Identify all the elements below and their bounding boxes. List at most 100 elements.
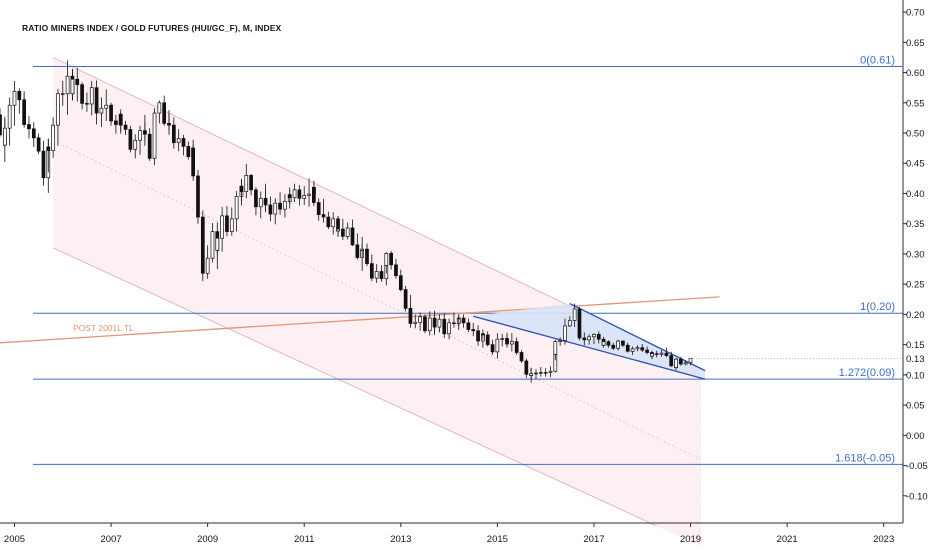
candle-body-165 bbox=[659, 352, 664, 355]
candle-body-76 bbox=[302, 194, 307, 199]
candle-body-97 bbox=[384, 252, 389, 266]
y-tick-label-6: 0.40 bbox=[906, 189, 925, 200]
y-tick-label-1: 0.65 bbox=[906, 38, 925, 49]
candle-body-141 bbox=[563, 325, 567, 341]
candle-body-91 bbox=[360, 248, 365, 251]
candle-body-0 bbox=[0, 114, 2, 136]
fib-label-1: 1(0.20) bbox=[860, 301, 895, 313]
candle-body-103 bbox=[408, 311, 413, 324]
candle-body-121 bbox=[481, 333, 485, 336]
candle-body-3 bbox=[7, 104, 12, 129]
candle-body-32 bbox=[123, 124, 128, 130]
candle-body-106 bbox=[423, 316, 427, 332]
fib-label-3: 1.618(-0.05) bbox=[835, 452, 895, 464]
candle-body-56 bbox=[220, 215, 224, 239]
candle-body-71 bbox=[283, 200, 287, 210]
candle-body-151 bbox=[601, 341, 606, 346]
candle-body-158 bbox=[630, 348, 635, 352]
x-tick-label-0: 2005 bbox=[4, 534, 25, 545]
x-tick-label-2: 2009 bbox=[197, 534, 218, 545]
candle-body-7 bbox=[22, 103, 26, 125]
candle-body-68 bbox=[268, 204, 273, 215]
candle-body-149 bbox=[596, 334, 601, 340]
candle-body-119 bbox=[476, 330, 480, 342]
candle-body-58 bbox=[229, 218, 234, 232]
x-tick-label-4: 2013 bbox=[390, 534, 411, 545]
candle-body-16 bbox=[60, 93, 65, 95]
candle-body-137 bbox=[548, 370, 553, 373]
candle-body-155 bbox=[621, 340, 625, 346]
candle-body-4 bbox=[12, 90, 17, 106]
x-tick-label-6: 2017 bbox=[583, 534, 604, 545]
regression-channel bbox=[52, 57, 701, 547]
candle-body-136 bbox=[543, 372, 548, 374]
candle-body-69 bbox=[273, 202, 278, 215]
chart-title: RATIO MINERS INDEX / GOLD FUTURES (HUI/G… bbox=[22, 23, 282, 33]
candle-body-169 bbox=[674, 358, 678, 368]
candle-body-61 bbox=[239, 185, 244, 193]
candle-body-38 bbox=[147, 133, 152, 159]
x-tick-label-8: 2021 bbox=[777, 534, 798, 545]
candle-body-51 bbox=[200, 216, 205, 274]
candle-body-35 bbox=[138, 130, 142, 141]
candle-body-44 bbox=[171, 124, 176, 144]
trendline-line bbox=[0, 296, 720, 344]
candle-body-147 bbox=[587, 336, 591, 341]
y-tick-label-9: 0.25 bbox=[906, 280, 925, 291]
candle-body-5 bbox=[17, 90, 22, 101]
candle-body-28 bbox=[109, 104, 113, 122]
candle-body-101 bbox=[403, 289, 408, 309]
post-2001-trendline: POST 2001L TL bbox=[0, 296, 720, 344]
candle-body-166 bbox=[664, 352, 669, 356]
candle-body-62 bbox=[244, 174, 249, 193]
candle-body-20 bbox=[75, 78, 80, 85]
y-tick-label-3: 0.55 bbox=[906, 98, 925, 109]
candle-body-74 bbox=[292, 189, 297, 199]
candle-body-21 bbox=[80, 84, 84, 104]
candle-body-19 bbox=[70, 78, 75, 95]
last-value-label: 0.13 bbox=[906, 354, 925, 365]
x-tick-label-7: 2019 bbox=[680, 534, 701, 545]
candle-body-127 bbox=[505, 338, 509, 345]
candle-body-94 bbox=[374, 271, 379, 279]
candle-body-160 bbox=[640, 347, 645, 351]
candle-body-2 bbox=[2, 127, 7, 146]
y-tick-label-11: 0.15 bbox=[906, 340, 925, 351]
y-tick-label-2: 0.60 bbox=[906, 68, 925, 79]
candle-body-41 bbox=[162, 102, 167, 124]
candle-body-46 bbox=[181, 138, 186, 147]
candle-body-157 bbox=[625, 346, 630, 352]
candle-body-131 bbox=[524, 360, 529, 375]
y-tick-label-12: 0.10 bbox=[906, 370, 925, 381]
channel-lower bbox=[52, 247, 657, 527]
candle-body-107 bbox=[427, 317, 432, 332]
candle-body-110 bbox=[437, 318, 442, 328]
candle-body-73 bbox=[287, 194, 292, 199]
y-tick-label-7: 0.35 bbox=[906, 219, 925, 230]
y-tick-label-5: 0.45 bbox=[906, 159, 925, 170]
candle-body-113 bbox=[452, 322, 456, 325]
candle-body-111 bbox=[442, 318, 447, 335]
candle-body-15 bbox=[56, 93, 60, 126]
candle-body-95 bbox=[379, 271, 384, 280]
candle-body-99 bbox=[394, 264, 398, 277]
candle-body-37 bbox=[143, 132, 147, 135]
candle-body-115 bbox=[456, 317, 461, 320]
trendline-label: POST 2001L TL bbox=[73, 323, 134, 333]
candle-body-163 bbox=[650, 353, 654, 357]
candle-body-143 bbox=[572, 308, 577, 321]
candle-body-85 bbox=[336, 228, 340, 232]
fib-label-0: 0(0.61) bbox=[860, 55, 895, 67]
candle-body-55 bbox=[215, 237, 220, 251]
wedge-lower bbox=[473, 315, 706, 380]
candle-body-129 bbox=[514, 341, 519, 353]
candle-body-146 bbox=[582, 337, 587, 341]
candle-body-164 bbox=[654, 353, 659, 355]
candle-body-50 bbox=[196, 175, 200, 218]
candle-body-25 bbox=[94, 108, 99, 114]
candle-body-109 bbox=[432, 323, 437, 328]
candle-body-159 bbox=[635, 347, 640, 350]
candle-body-34 bbox=[133, 139, 138, 150]
